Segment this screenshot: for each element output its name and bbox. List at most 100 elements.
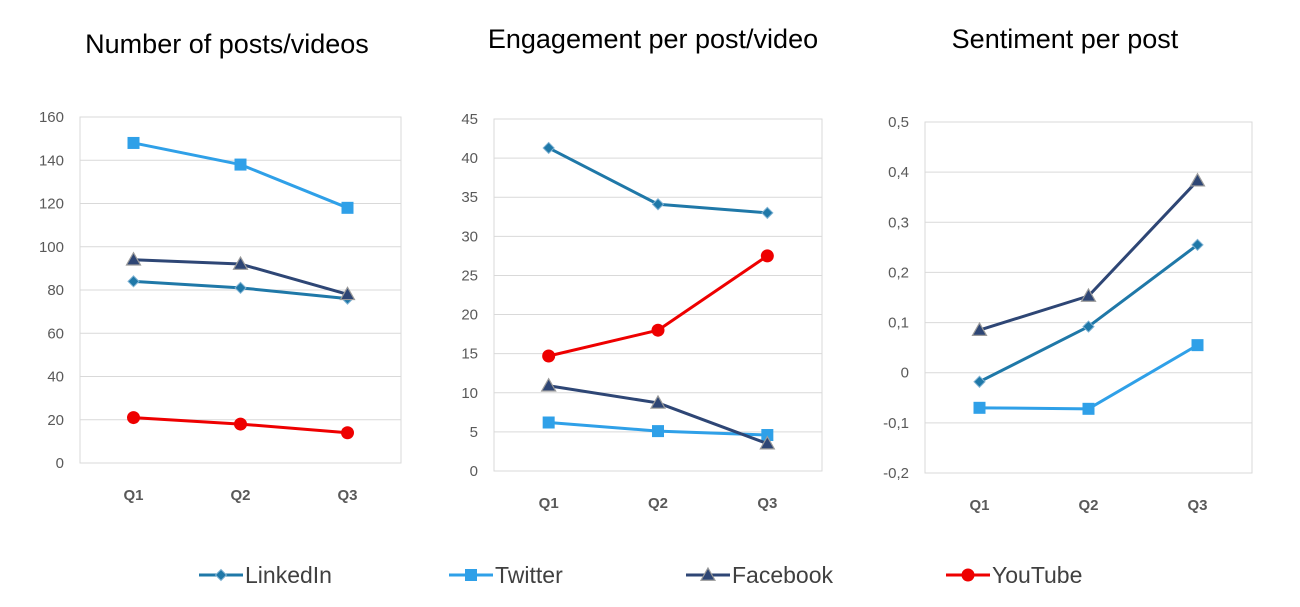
data-point-facebook (759, 435, 776, 450)
data-point-facebook (971, 321, 988, 336)
y-tick-label: 20 (47, 412, 64, 429)
x-tick-label: Q2 (1078, 497, 1098, 514)
data-point-twitter (127, 136, 140, 149)
y-tick-label: 80 (47, 282, 64, 299)
data-point-twitter (1082, 402, 1095, 415)
data-point-linkedin (1082, 320, 1095, 333)
series-twitter (973, 339, 1204, 415)
data-point-facebook (339, 286, 356, 301)
series-facebook (971, 172, 1206, 336)
legend-marker-youtube (961, 568, 975, 582)
y-tick-label: 35 (461, 189, 478, 206)
series-facebook (125, 251, 356, 301)
x-tick-label: Q2 (648, 495, 668, 512)
x-tick-label: Q2 (230, 487, 250, 504)
y-tick-label: 0 (470, 463, 478, 480)
data-point-youtube (341, 426, 354, 440)
data-point-facebook (1080, 287, 1097, 302)
data-point-facebook (1189, 172, 1206, 187)
x-tick-label: Q3 (757, 495, 777, 512)
data-point-facebook (125, 251, 142, 266)
series-youtube (127, 411, 354, 440)
legend-item-twitter: Twitter (449, 562, 563, 588)
y-tick-label: 120 (39, 196, 64, 213)
series-twitter (542, 416, 774, 442)
y-tick-label: -0,1 (883, 415, 909, 432)
legend-item-facebook: Facebook (686, 562, 834, 588)
y-tick-label: 0,2 (888, 264, 909, 281)
y-tick-label: 0,5 (888, 114, 909, 131)
y-tick-label: 0,3 (888, 214, 909, 231)
y-tick-label: 15 (461, 346, 478, 363)
data-point-twitter (341, 201, 354, 214)
y-tick-label: 20 (461, 307, 478, 324)
series-linkedin (542, 141, 774, 220)
data-point-twitter (652, 425, 664, 438)
data-point-youtube (234, 417, 247, 431)
x-tick-label: Q1 (123, 487, 143, 504)
series-line-twitter (133, 141, 349, 210)
data-point-linkedin (127, 275, 140, 288)
series-line-facebook (979, 179, 1199, 332)
y-tick-label: 25 (461, 267, 478, 284)
y-tick-label: 10 (461, 385, 478, 402)
y-tick-label: 40 (47, 369, 64, 386)
data-point-linkedin (542, 141, 555, 155)
series-linkedin (973, 238, 1204, 388)
chart-title: Sentiment per post (952, 24, 1179, 54)
y-tick-label: 160 (39, 109, 64, 126)
series-line-linkedin (978, 243, 1199, 384)
series-twitter (127, 136, 354, 214)
y-tick-label: 0 (901, 365, 909, 382)
legend-marker-linkedin (214, 568, 228, 582)
y-tick-label: 30 (461, 228, 478, 245)
y-tick-label: 60 (47, 325, 64, 342)
plot-frame (79, 116, 402, 464)
chart-number-of-posts: Number of posts/videos 0 20 40 60 80 100 120 14… (39, 29, 402, 504)
plot-frame (493, 118, 823, 472)
data-point-youtube (651, 323, 665, 337)
legend-label: YouTube (992, 562, 1082, 588)
y-tick-label: 0,1 (888, 315, 909, 332)
data-point-linkedin (651, 198, 665, 211)
legend-label: Twitter (495, 562, 563, 588)
chart-sentiment: Sentiment per post -0,2 -0,1 0 0,1 0,2 0,3 0,4… (883, 24, 1253, 514)
y-tick-label: 5 (470, 424, 478, 441)
data-point-facebook (540, 377, 557, 392)
y-tick-label: 0,4 (888, 164, 909, 181)
x-tick-label: Q1 (539, 495, 559, 512)
x-tick-label: Q1 (969, 497, 989, 514)
legend-item-youtube: YouTube (946, 562, 1082, 588)
legend-label: Facebook (732, 562, 834, 588)
y-tick-label: 40 (461, 150, 478, 167)
data-point-youtube (127, 411, 140, 425)
y-tick-label: -0,2 (883, 465, 909, 482)
data-point-twitter (973, 401, 986, 414)
plot-frame (924, 121, 1253, 474)
y-tick-label: 140 (39, 152, 64, 169)
series-line-youtube (548, 254, 769, 358)
x-tick-label: Q3 (1187, 497, 1207, 514)
data-point-youtube (542, 349, 556, 363)
legend-marker-twitter (465, 569, 477, 581)
legend-item-linkedin: LinkedIn (199, 562, 332, 588)
y-tick-label: 100 (39, 239, 64, 256)
x-tick-label: Q3 (337, 487, 357, 504)
chart-engagement: Engagement per post/video 0 5 10 15 20 25 30 35… (461, 24, 823, 512)
data-point-facebook (649, 394, 667, 409)
data-point-twitter (1191, 339, 1204, 352)
y-tick-label: 0 (56, 455, 64, 472)
data-point-linkedin (234, 281, 247, 295)
data-point-twitter (542, 416, 555, 429)
legend-label: LinkedIn (245, 562, 332, 588)
data-point-linkedin (1191, 238, 1204, 252)
data-point-twitter (761, 429, 774, 442)
data-point-facebook (232, 255, 249, 270)
series-youtube (542, 249, 774, 363)
data-point-linkedin (973, 375, 986, 388)
data-point-linkedin (761, 206, 774, 220)
chart-title: Engagement per post/video (488, 24, 818, 54)
chart-title: Number of posts/videos (85, 29, 369, 59)
legend-marker-facebook (699, 566, 717, 581)
